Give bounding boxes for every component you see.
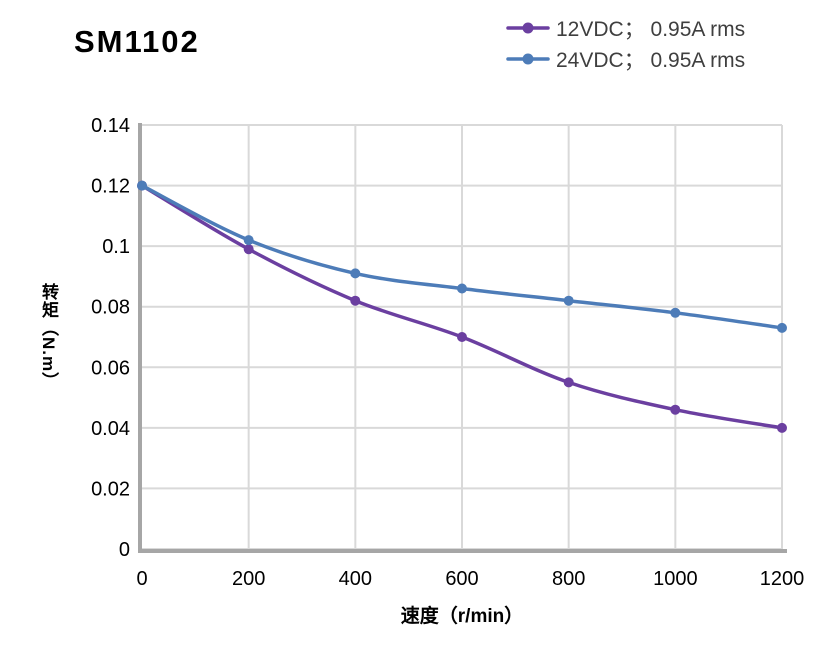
series-line-marker-icon [506,53,550,64]
svg-text:1200: 1200 [760,568,805,590]
x-tick-labels: 0 200 400 600 800 1000 1200 [136,568,804,590]
y-axis-title: 转矩（N.m） [39,283,58,391]
data-point [457,283,467,294]
svg-text:600: 600 [445,568,478,590]
svg-text:1000: 1000 [653,568,698,590]
svg-text:0.1: 0.1 [102,236,130,258]
svg-text:0: 0 [119,539,130,561]
legend: 12VDC； 0.95A rms 24VDC； 0.95A rms [506,12,745,74]
data-point [243,244,254,255]
legend-item-24vdc: 24VDC； 0.95A rms [506,43,745,74]
svg-text:0.14: 0.14 [91,115,130,137]
series-1 [137,180,787,333]
legend-label-24vdc: 24VDC； 0.95A rms [556,48,746,72]
data-point [457,332,467,342]
svg-text:400: 400 [339,568,372,590]
data-point [137,180,147,191]
data-point [350,268,361,279]
series-line-marker-icon [506,22,550,33]
legend-label-12vdc: 12VDC； 0.95A rms [556,17,746,41]
svg-text:800: 800 [552,568,585,590]
svg-text:0.06: 0.06 [91,357,130,379]
data-point [777,422,787,433]
data-point [777,322,787,333]
axis-lines [138,123,787,553]
svg-text:0: 0 [136,568,147,590]
data-point [563,377,574,388]
data-point [670,404,681,415]
x-axis-title: 速度（r/min） [400,606,524,627]
data-point [563,295,574,306]
svg-text:0.04: 0.04 [91,418,130,440]
y-tick-labels: 0 0.02 0.04 0.06 0.08 0.1 0.12 0.14 [91,115,130,561]
chart-title: SM1102 [74,24,200,59]
data-point [670,307,681,318]
svg-text:200: 200 [232,568,265,590]
svg-text:0.12: 0.12 [91,176,130,198]
data-point [350,295,361,306]
svg-text:0.08: 0.08 [91,297,130,319]
svg-text:0.02: 0.02 [91,478,130,500]
data-point [243,235,254,246]
legend-item-12vdc: 12VDC； 0.95A rms [506,12,745,43]
